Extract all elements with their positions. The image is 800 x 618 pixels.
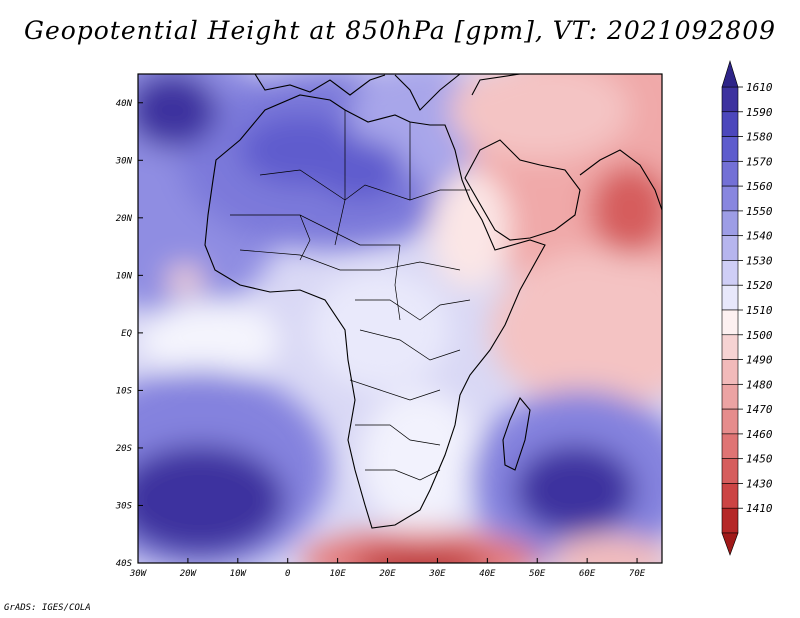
colorbar-level-label: 1510 bbox=[746, 304, 773, 317]
colorbar-level-label: 1540 bbox=[746, 230, 773, 243]
lon-tick-label: 40E bbox=[479, 569, 496, 579]
lon-tick-label: 20W bbox=[180, 569, 198, 579]
colorbar-level-label: 1560 bbox=[746, 180, 773, 193]
colorbar-level-label: 1450 bbox=[746, 453, 773, 466]
colorbar-swatch bbox=[721, 458, 739, 484]
colorbar-level-label: 1570 bbox=[746, 155, 773, 168]
lon-tick-label: 30W bbox=[129, 569, 148, 579]
colorbar-swatch bbox=[721, 235, 739, 261]
colorbar-swatch bbox=[721, 136, 739, 162]
lon-tick-label: 0 bbox=[285, 569, 290, 579]
colorbar-level-label: 1610 bbox=[746, 81, 773, 94]
colorbar-level-label: 1460 bbox=[746, 428, 773, 441]
colorbar-swatch bbox=[721, 507, 739, 534]
colorbar-swatch bbox=[721, 359, 739, 385]
lon-tick-label: 10W bbox=[230, 569, 248, 579]
lon-tick-label: 10E bbox=[329, 569, 346, 579]
lon-tick-label: 30E bbox=[428, 569, 446, 579]
colorbar: 1610 1590 1580 1570 1560 1550 1540 1530 1520 1510… bbox=[721, 59, 773, 556]
colorbar-swatch bbox=[721, 334, 739, 360]
lat-tick-label: 30S bbox=[115, 501, 133, 511]
country-borders bbox=[230, 110, 471, 481]
colorbar-level-label: 1590 bbox=[746, 106, 773, 119]
lon-tick-label: 70E bbox=[629, 569, 646, 579]
lat-tick-label: 40N bbox=[116, 99, 133, 109]
colorbar-level-label: 1430 bbox=[746, 477, 773, 490]
lat-tick-label: 20S bbox=[116, 444, 133, 454]
colorbar-swatch bbox=[721, 483, 739, 509]
plot-frame bbox=[137, 73, 663, 564]
lon-tick-label: 20E bbox=[379, 569, 396, 579]
lat-tick-label: 40S bbox=[116, 559, 133, 569]
lon-tick-label: 60E bbox=[579, 569, 596, 579]
lat-tick-label: 10N bbox=[116, 271, 133, 281]
colorbar-level-label: 1550 bbox=[746, 205, 773, 218]
colorbar-level-label: 1520 bbox=[746, 279, 773, 292]
colorbar-swatch bbox=[721, 433, 739, 459]
colorbar-swatch bbox=[721, 111, 739, 137]
colorbar-swatch bbox=[721, 86, 739, 113]
colorbar-level-label: 1480 bbox=[746, 378, 773, 391]
colorbar-level-label: 1410 bbox=[746, 502, 773, 515]
lat-tick-label: 20N bbox=[116, 214, 133, 224]
height-field bbox=[138, 74, 662, 563]
lat-tick-label: 30N bbox=[115, 156, 133, 166]
colorbar-swatch bbox=[721, 210, 739, 236]
lon-tick-label: 50E bbox=[529, 569, 546, 579]
colorbar-level-label: 1490 bbox=[746, 354, 773, 367]
grads-credit: GrADS: IGES/COLA bbox=[4, 603, 91, 613]
colorbar-swatch bbox=[721, 408, 739, 435]
colorbar-swatch bbox=[721, 260, 739, 286]
colorbar-swatch bbox=[721, 284, 739, 311]
colorbar-level-label: 1470 bbox=[746, 403, 773, 416]
colorbar-level-label: 1500 bbox=[746, 329, 773, 342]
colorbar-swatch bbox=[721, 384, 739, 410]
lat-tick-label: 10S bbox=[116, 386, 133, 396]
lat-tick-label: EQ bbox=[121, 329, 132, 339]
colorbar-swatch bbox=[721, 185, 739, 212]
coastlines bbox=[204, 74, 662, 529]
colorbar-level-label: 1580 bbox=[746, 131, 773, 144]
colorbar-top-arrow bbox=[721, 59, 739, 88]
colorbar-swatch bbox=[721, 161, 739, 187]
map-title: Geopotential Height at 850hPa [gpm], VT:… bbox=[23, 16, 777, 45]
colorbar-bottom-arrow bbox=[721, 532, 739, 556]
colorbar-level-label: 1530 bbox=[746, 254, 773, 267]
colorbar-swatch bbox=[721, 309, 739, 336]
axis-labels: 30W 20W 10W 0 10E 20E 30E 40E 50E 60E 70E 40N 30N 20N… bbox=[115, 99, 646, 579]
